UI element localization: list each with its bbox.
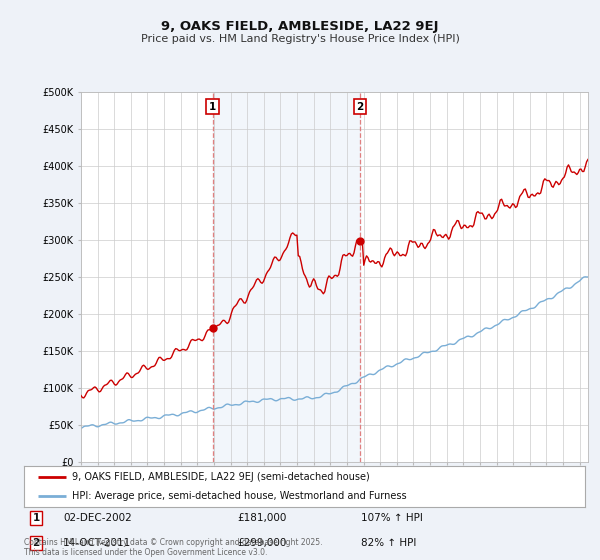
Text: 1: 1 [32, 512, 40, 522]
Bar [212, 92, 360, 462]
Text: Price paid vs. HM Land Registry's House Price Index (HPI): Price paid vs. HM Land Registry's House … [140, 34, 460, 44]
Text: 2: 2 [32, 538, 40, 548]
Text: 82% ↑ HPI: 82% ↑ HPI [361, 538, 416, 548]
Text: HPI: Average price, semi-detached house, Westmorland and Furness: HPI: Average price, semi-detached house,… [71, 491, 406, 501]
Text: £299,000: £299,000 [237, 538, 287, 548]
Text: 1: 1 [209, 102, 216, 111]
Text: £181,000: £181,000 [237, 512, 287, 522]
Text: 9, OAKS FIELD, AMBLESIDE, LA22 9EJ (semi-detached house): 9, OAKS FIELD, AMBLESIDE, LA22 9EJ (semi… [71, 473, 370, 482]
Text: 9, OAKS FIELD, AMBLESIDE, LA22 9EJ: 9, OAKS FIELD, AMBLESIDE, LA22 9EJ [161, 20, 439, 32]
Text: 02-DEC-2002: 02-DEC-2002 [63, 512, 132, 522]
Text: 107% ↑ HPI: 107% ↑ HPI [361, 512, 422, 522]
Text: 2: 2 [356, 102, 364, 111]
Text: 14-OCT-2011: 14-OCT-2011 [63, 538, 131, 548]
Text: Contains HM Land Registry data © Crown copyright and database right 2025.
This d: Contains HM Land Registry data © Crown c… [24, 538, 323, 557]
